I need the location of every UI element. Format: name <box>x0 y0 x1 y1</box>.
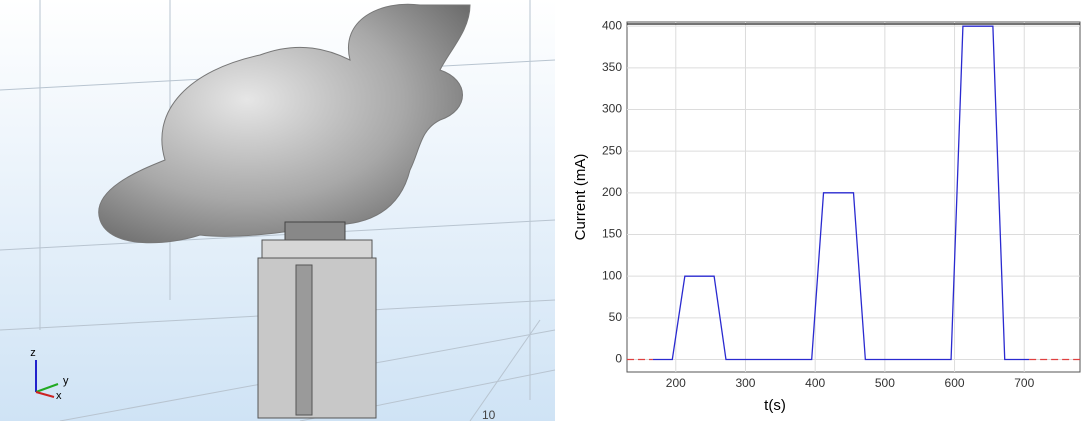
x-tick-label: 500 <box>875 376 895 390</box>
x-tick-label: 700 <box>1014 376 1034 390</box>
x-tick-label: 400 <box>805 376 825 390</box>
y-tick-label: 200 <box>602 185 622 199</box>
y-tick-label: 400 <box>602 18 622 32</box>
axis-label: z <box>30 347 36 359</box>
axis-label: y <box>63 375 69 387</box>
y-tick-label: 250 <box>602 143 622 157</box>
electrode-array <box>284 221 346 243</box>
data-line <box>652 25 1030 361</box>
y-tick-label: 0 <box>615 352 622 366</box>
x-tick-label: 600 <box>945 376 965 390</box>
y-axis-label: Current (mA) <box>572 154 589 241</box>
y-tick-label: 300 <box>602 102 622 116</box>
x-tick-label: 300 <box>735 376 755 390</box>
chart: t(s) Current (mA) 200 300 400 500 600 700 0 50 1… <box>572 18 1081 414</box>
y-tick-label: 350 <box>602 60 622 74</box>
base-block <box>257 257 377 419</box>
x-axis-label: t(s) <box>764 397 786 414</box>
base-slot <box>295 264 313 416</box>
axis-label: x <box>56 390 62 402</box>
x-tick-label: 200 <box>666 376 686 390</box>
render-view: z y x 10 <box>0 0 556 421</box>
organ-model <box>98 3 471 244</box>
axis-triad <box>35 360 59 398</box>
scale-label: 10 <box>482 408 496 421</box>
y-tick-label: 100 <box>602 268 622 282</box>
y-tick-label: 50 <box>609 310 623 324</box>
y-tick-label: 150 <box>602 227 622 241</box>
